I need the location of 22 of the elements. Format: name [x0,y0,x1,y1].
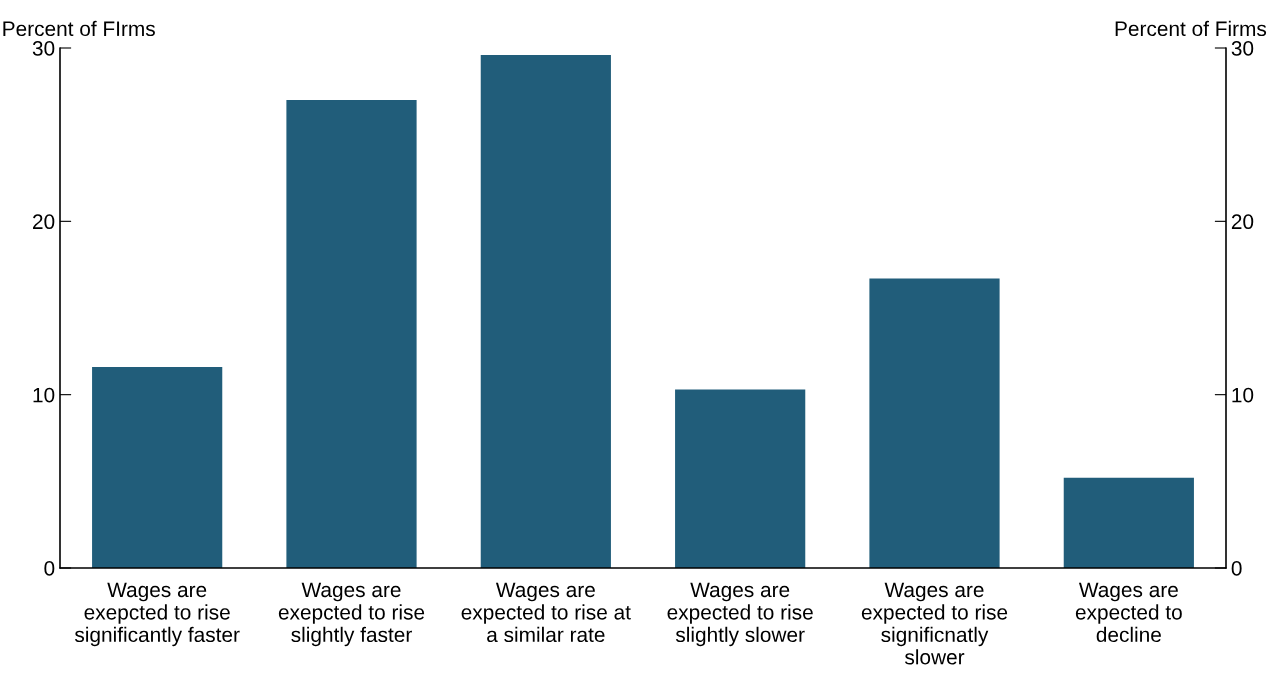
x-tick-label: Wages are expected to rise at a similar rate [461,582,631,643]
y-tick-label: 30 [32,41,55,56]
bar [286,100,417,568]
x-tick-label: Wages are expected to decline [1075,582,1182,643]
y-tick-label: 0 [44,561,55,576]
x-tick-label: Wages are exepcted to rise significantly faster [74,582,240,647]
y2-tick-label: 10 [1232,387,1254,403]
y-axis-title: Percent of FIrms [3,20,155,37]
y-tick-label: 20 [33,214,55,230]
x-tick-label: Wages are expected to rise slightly slower [667,582,813,647]
y2-tick-label: 0 [1231,561,1242,576]
x-tick-label: Wages are exepcted to rise slightly faster [278,582,425,647]
y-tick-label: 10 [33,387,55,403]
bar [869,278,1000,568]
bar [480,54,611,568]
x-tick-label: Wages are expected to rise significnatly slower [861,582,1008,665]
bar [92,366,223,568]
bar [1063,477,1194,568]
y2-axis-title: Percent of Firms [1115,20,1267,37]
y2-tick-label: 30 [1231,41,1254,56]
y2-tick-label: 20 [1231,214,1254,230]
bar [675,389,806,568]
